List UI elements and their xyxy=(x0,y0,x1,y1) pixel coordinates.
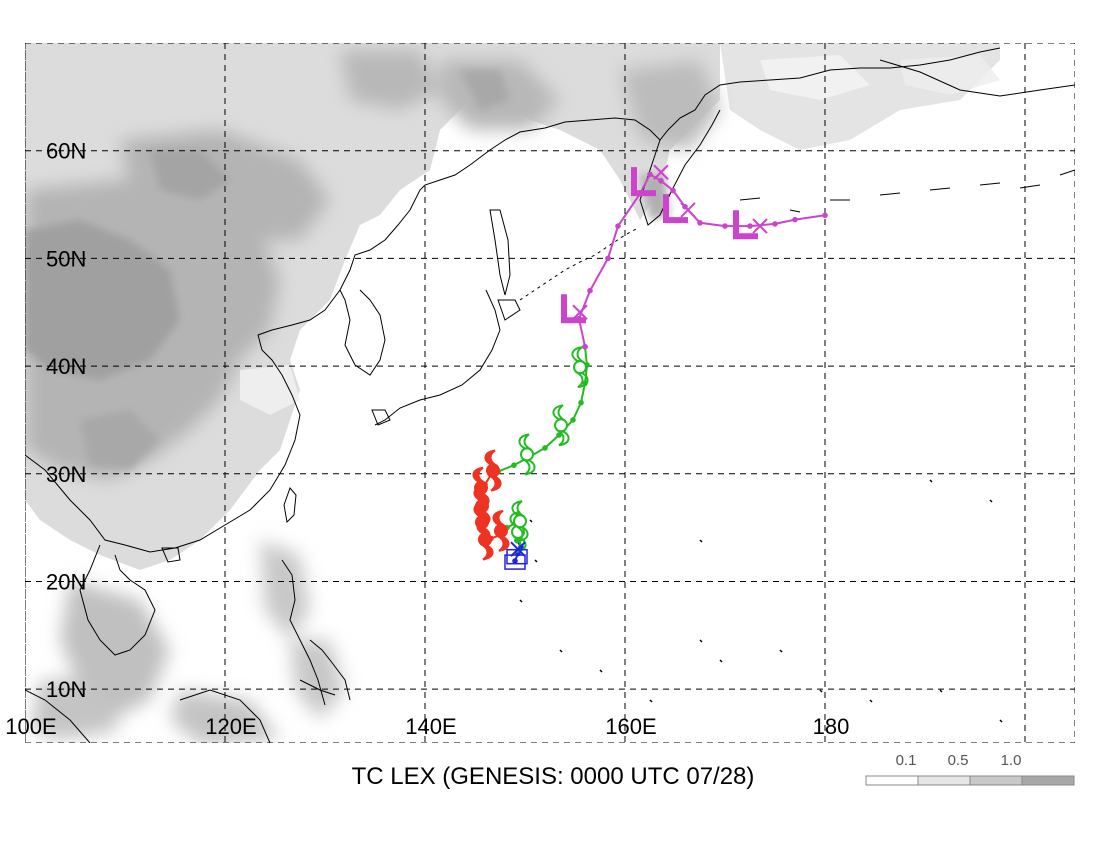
position-cross xyxy=(653,164,669,180)
track-point xyxy=(670,187,676,194)
colorbar-label-0.1: 0.1 xyxy=(896,752,917,769)
lat-label: 30N xyxy=(46,462,86,487)
typhoon-symbol xyxy=(484,449,502,492)
track-point xyxy=(615,223,621,229)
track-segment-extratropical xyxy=(577,173,826,347)
track-point xyxy=(658,178,664,184)
track-point xyxy=(587,287,593,294)
track-point xyxy=(747,223,753,229)
lat-label: 40N xyxy=(46,354,86,379)
colorbar-swatch-4 xyxy=(1021,775,1075,786)
low-symbol xyxy=(663,194,688,224)
longitude-labels: 100E 120E 140E 160E 180 xyxy=(5,714,849,739)
lon-label: 160E xyxy=(605,714,656,739)
track-point xyxy=(647,171,653,178)
track-point xyxy=(578,399,584,406)
lat-label: 60N xyxy=(46,139,86,164)
lon-label: 180 xyxy=(813,714,850,739)
colorbar-swatch-1 xyxy=(865,775,919,786)
lat-label: 10N xyxy=(46,677,86,702)
low-symbol xyxy=(733,210,758,240)
position-cross xyxy=(510,541,526,557)
track-point xyxy=(582,343,588,350)
position-cross xyxy=(752,218,768,234)
track-point xyxy=(511,462,517,468)
track-point xyxy=(722,223,728,229)
lat-label: 20N xyxy=(46,569,86,594)
colorbar-label-0.5: 0.5 xyxy=(948,752,969,769)
storm-symbol xyxy=(571,346,589,389)
lon-label: 120E xyxy=(205,714,256,739)
track-point xyxy=(605,255,611,262)
storm-symbol xyxy=(518,433,536,476)
colorbar: 0.1 0.5 1.0 xyxy=(865,752,1075,786)
track-point xyxy=(822,212,828,219)
precipitation-shading xyxy=(25,43,1000,743)
position-cross xyxy=(572,304,588,320)
lat-label: 50N xyxy=(46,246,86,271)
track-point xyxy=(697,220,703,226)
storm-symbol xyxy=(552,404,570,447)
latitude-labels: 60N 50N 40N 30N 20N 10N xyxy=(46,139,86,702)
map-title: TC LEX (GENESIS: 0000 UTC 07/28) xyxy=(352,763,755,790)
colorbar-swatch-2 xyxy=(917,775,971,786)
typhoon-symbol xyxy=(476,518,494,561)
storm-symbol xyxy=(511,500,529,543)
low-symbol xyxy=(561,294,586,324)
graticule xyxy=(25,43,1075,743)
lon-label: 100E xyxy=(5,714,56,739)
track-point xyxy=(570,417,576,423)
track-symbols xyxy=(472,164,768,570)
lon-label: 140E xyxy=(405,714,456,739)
track-point xyxy=(512,558,518,564)
position-cross xyxy=(680,202,696,218)
low-symbol xyxy=(631,167,656,197)
colorbar-swatch-3 xyxy=(969,775,1023,786)
disturbance-symbol xyxy=(504,554,526,570)
track-point xyxy=(542,445,548,451)
track-point xyxy=(792,216,798,223)
typhoon-symbol xyxy=(492,509,510,552)
track-point xyxy=(772,221,778,227)
colorbar-label-1.0: 1.0 xyxy=(1001,752,1022,769)
